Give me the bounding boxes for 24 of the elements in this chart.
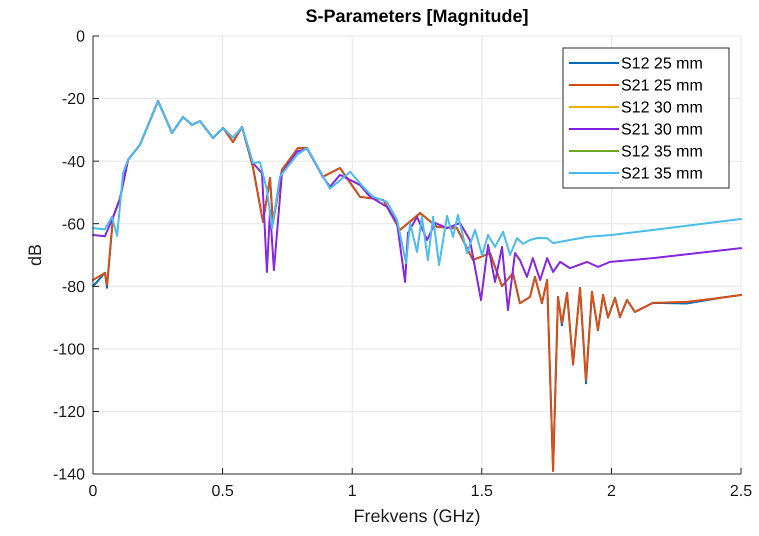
y-tick-label: -140 (52, 466, 86, 484)
chart-title: S-Parameters [Magnitude] (305, 6, 529, 26)
line-series (92, 100, 742, 266)
y-axis-title: dB (25, 244, 45, 266)
y-tick-label: -60 (62, 216, 86, 234)
x-tick-label: 0 (88, 483, 98, 500)
y-tick-label: -120 (52, 404, 86, 422)
y-tick-label: -40 (62, 154, 86, 171)
legend-label: S21 25 mm (621, 78, 703, 95)
x-tick-label: 1.5 (470, 483, 494, 500)
legend-label: S21 30 mm (621, 122, 703, 139)
y-tick-label: -100 (52, 341, 86, 358)
x-axis-title: Frekvens (GHz) (353, 506, 481, 526)
legend-label: S12 35 mm (621, 144, 703, 161)
legend-label: S12 25 mm (621, 56, 703, 73)
legend-label: S12 30 mm (621, 100, 703, 117)
x-tick-label: 1 (348, 483, 357, 500)
x-tick-label: 2 (606, 483, 616, 500)
y-tick-label: -20 (62, 91, 86, 108)
x-tick-label: 2.5 (730, 483, 752, 500)
legend-label: S21 35 mm (621, 166, 703, 183)
x-tick-label: 0.5 (211, 483, 234, 500)
y-tick-label: -80 (62, 278, 86, 296)
y-tick-label: 0 (76, 28, 86, 46)
